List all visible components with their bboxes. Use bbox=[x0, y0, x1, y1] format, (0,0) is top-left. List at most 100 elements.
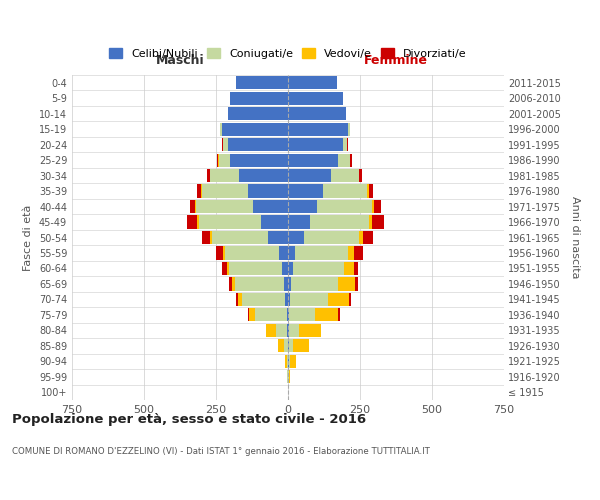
Bar bbox=[227, 107, 288, 120]
Bar bbox=[280, 246, 288, 260]
Bar bbox=[223, 262, 227, 275]
Text: Popolazione per età, sesso e stato civile - 2016: Popolazione per età, sesso e stato civil… bbox=[12, 412, 366, 426]
Bar bbox=[288, 92, 343, 105]
Bar bbox=[266, 324, 276, 337]
Bar bbox=[210, 231, 212, 244]
Bar bbox=[328, 293, 349, 306]
Bar bbox=[230, 92, 288, 105]
Bar bbox=[190, 200, 195, 213]
Bar bbox=[207, 169, 209, 182]
Bar bbox=[359, 231, 363, 244]
Bar bbox=[235, 278, 284, 290]
Bar bbox=[288, 231, 304, 244]
Bar bbox=[238, 293, 242, 306]
Bar bbox=[288, 184, 323, 198]
Bar bbox=[284, 340, 288, 352]
Bar bbox=[210, 169, 239, 182]
Bar bbox=[293, 262, 344, 275]
Bar bbox=[338, 308, 340, 322]
Bar bbox=[197, 216, 199, 228]
Bar bbox=[230, 154, 288, 166]
Bar bbox=[304, 231, 359, 244]
Bar bbox=[199, 216, 260, 228]
Bar bbox=[299, 324, 320, 337]
Bar bbox=[202, 184, 248, 198]
Bar bbox=[289, 340, 293, 352]
Bar bbox=[289, 324, 299, 337]
Bar bbox=[316, 308, 338, 322]
Bar bbox=[353, 262, 358, 275]
Bar bbox=[363, 231, 373, 244]
Bar bbox=[355, 278, 358, 290]
Bar bbox=[202, 231, 210, 244]
Bar bbox=[216, 246, 223, 260]
Bar bbox=[248, 184, 288, 198]
Bar bbox=[287, 308, 288, 322]
Bar bbox=[288, 200, 317, 213]
Bar bbox=[290, 293, 328, 306]
Bar bbox=[288, 216, 310, 228]
Bar bbox=[282, 262, 288, 275]
Bar bbox=[288, 169, 331, 182]
Bar bbox=[197, 184, 201, 198]
Bar bbox=[367, 184, 368, 198]
Y-axis label: Anni di nascita: Anni di nascita bbox=[571, 196, 580, 279]
Bar bbox=[223, 246, 224, 260]
Bar bbox=[217, 154, 218, 166]
Text: COMUNE DI ROMANO D'EZZELINO (VI) - Dati ISTAT 1° gennaio 2016 - Elaborazione TUT: COMUNE DI ROMANO D'EZZELINO (VI) - Dati … bbox=[12, 448, 430, 456]
Bar bbox=[268, 231, 288, 244]
Bar bbox=[288, 138, 343, 151]
Bar bbox=[253, 200, 288, 213]
Bar bbox=[288, 278, 292, 290]
Bar bbox=[284, 278, 288, 290]
Bar bbox=[288, 293, 290, 306]
Bar bbox=[350, 154, 352, 166]
Bar bbox=[338, 154, 350, 166]
Bar bbox=[285, 354, 287, 368]
Bar bbox=[288, 308, 289, 322]
Bar bbox=[295, 246, 349, 260]
Bar bbox=[239, 169, 288, 182]
Bar bbox=[310, 216, 368, 228]
Bar bbox=[219, 154, 230, 166]
Bar bbox=[220, 122, 222, 136]
Bar bbox=[223, 138, 227, 151]
Bar bbox=[354, 246, 363, 260]
Bar bbox=[290, 354, 296, 368]
Bar bbox=[248, 308, 249, 322]
Bar bbox=[242, 293, 285, 306]
Bar bbox=[255, 308, 287, 322]
Bar bbox=[338, 278, 355, 290]
Bar bbox=[288, 246, 295, 260]
Bar bbox=[368, 216, 371, 228]
Bar bbox=[289, 370, 290, 384]
Bar bbox=[222, 122, 288, 136]
Bar bbox=[196, 200, 253, 213]
Bar bbox=[288, 76, 337, 90]
Bar bbox=[187, 216, 197, 228]
Bar bbox=[374, 200, 381, 213]
Bar bbox=[236, 293, 238, 306]
Y-axis label: Fasce di età: Fasce di età bbox=[23, 204, 33, 270]
Bar bbox=[249, 308, 255, 322]
Legend: Celibi/Nubili, Coniugati/e, Vedovi/e, Divorziati/e: Celibi/Nubili, Coniugati/e, Vedovi/e, Di… bbox=[109, 48, 467, 59]
Bar bbox=[287, 354, 288, 368]
Bar bbox=[288, 324, 289, 337]
Bar bbox=[278, 340, 284, 352]
Bar bbox=[232, 278, 235, 290]
Bar bbox=[292, 278, 338, 290]
Bar bbox=[317, 200, 371, 213]
Bar bbox=[229, 262, 282, 275]
Bar bbox=[288, 154, 338, 166]
Bar bbox=[285, 293, 288, 306]
Bar bbox=[368, 184, 373, 198]
Text: Femmine: Femmine bbox=[364, 54, 428, 67]
Bar bbox=[236, 76, 288, 90]
Bar bbox=[276, 324, 287, 337]
Bar bbox=[288, 107, 346, 120]
Bar bbox=[359, 169, 362, 182]
Bar bbox=[323, 184, 367, 198]
Bar bbox=[371, 200, 374, 213]
Bar bbox=[371, 216, 385, 228]
Bar bbox=[343, 138, 347, 151]
